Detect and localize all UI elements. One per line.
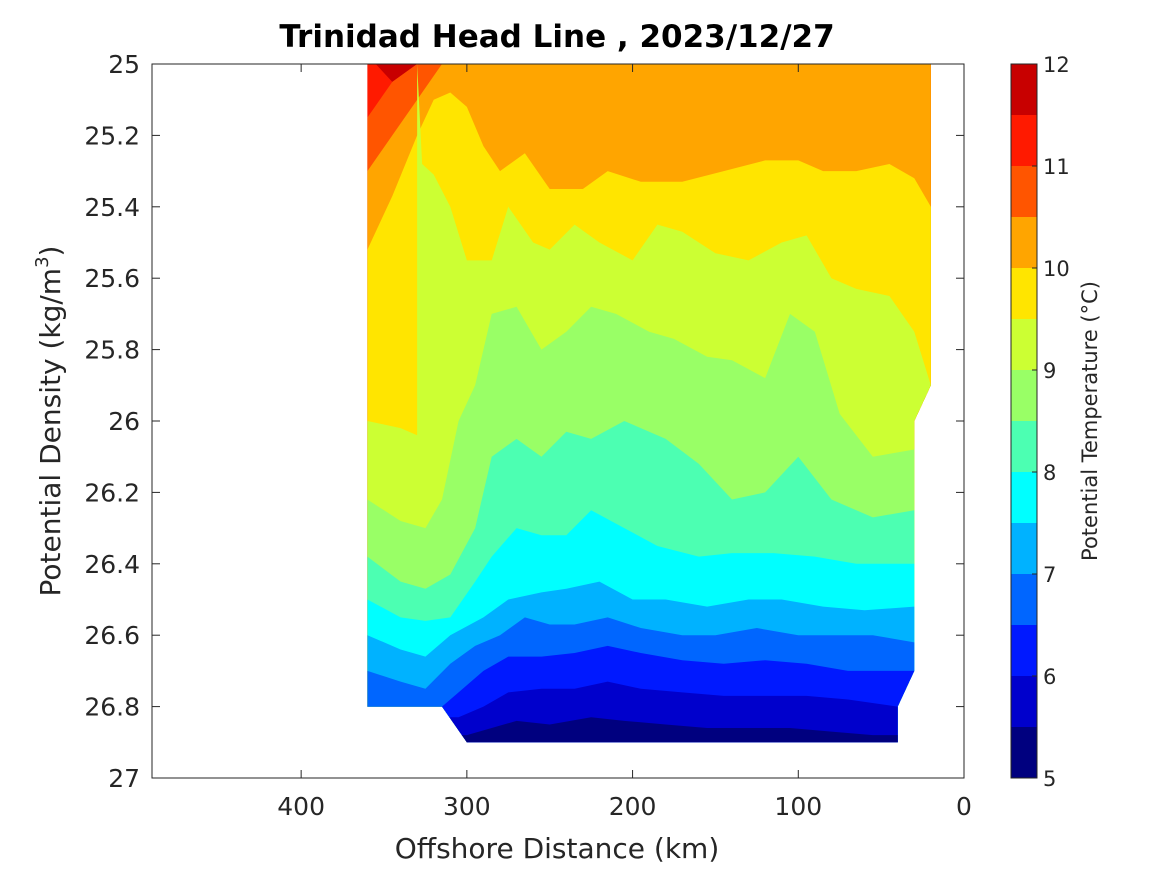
colorbar-tick-label: 6 xyxy=(1043,665,1056,689)
y-tick-label: 25.8 xyxy=(84,336,140,365)
y-tick-label: 25 xyxy=(108,50,140,79)
colorbar-segment xyxy=(1011,421,1037,472)
y-axis-label-base: Potential Density (kg/m xyxy=(34,268,67,597)
band-below-6 xyxy=(367,681,931,743)
colorbar-segment xyxy=(1011,676,1037,727)
colorbar: 5 6 7 8 9 10 11 12 xyxy=(1010,53,1070,791)
colorbar-segment xyxy=(1011,727,1037,778)
colorbar-tick-label: 12 xyxy=(1043,53,1070,77)
y-tick-label: 27 xyxy=(108,764,140,793)
x-tick-label: 300 xyxy=(443,792,491,821)
colorbar-segment xyxy=(1011,625,1037,676)
y-tick-label: 26 xyxy=(108,407,140,436)
y-axis-label-sup: 3 xyxy=(32,256,53,267)
chart-title: Trinidad Head Line , 2023/12/27 xyxy=(279,19,834,55)
colorbar-segment xyxy=(1011,472,1037,523)
colorbar-tick-label: 10 xyxy=(1043,257,1070,281)
contour-bands xyxy=(367,64,931,743)
y-tick-label: 26.8 xyxy=(84,693,140,722)
x-tick-label: 400 xyxy=(277,792,325,821)
y-axis: 25 25.2 25.4 25.6 25.8 26 26.2 26.4 26.6 26.8 27 xyxy=(84,50,964,793)
y-axis-label: Potential Density (kg/m3) xyxy=(32,246,67,597)
y-tick-label: 25.4 xyxy=(84,193,140,222)
colorbar-segment xyxy=(1011,217,1037,268)
y-tick-label: 26.4 xyxy=(84,550,140,579)
colorbar-label: Potential Temperature (°C) xyxy=(1078,281,1102,561)
colorbar-segment xyxy=(1011,166,1037,217)
y-tick-label: 26.2 xyxy=(84,478,140,507)
colorbar-segment xyxy=(1011,268,1037,319)
colorbar-segment xyxy=(1011,370,1037,421)
colorbar-tick-label: 5 xyxy=(1043,767,1056,791)
x-axis-label: Offshore Distance (km) xyxy=(395,832,720,865)
y-axis-label-end: ) xyxy=(34,246,67,257)
colorbar-segment xyxy=(1011,64,1037,115)
colorbar-tick-label: 11 xyxy=(1043,155,1070,179)
x-axis: 400 300 200 100 0 xyxy=(277,64,972,821)
y-tick-label: 26.6 xyxy=(84,621,140,650)
colorbar-tick-label: 8 xyxy=(1043,461,1056,485)
y-tick-label: 25.6 xyxy=(84,264,140,293)
colorbar-segment xyxy=(1011,115,1037,166)
x-tick-label: 100 xyxy=(774,792,822,821)
y-tick-label: 25.2 xyxy=(84,121,140,150)
x-tick-label: 200 xyxy=(609,792,657,821)
colorbar-segment xyxy=(1011,574,1037,625)
colorbar-tick-label: 9 xyxy=(1043,359,1056,383)
colorbar-tick-label: 7 xyxy=(1043,563,1056,587)
colorbar-frame xyxy=(1010,63,1038,779)
colorbar-segment xyxy=(1011,523,1037,574)
colorbar-segment xyxy=(1011,319,1037,370)
x-tick-label: 0 xyxy=(956,792,972,821)
